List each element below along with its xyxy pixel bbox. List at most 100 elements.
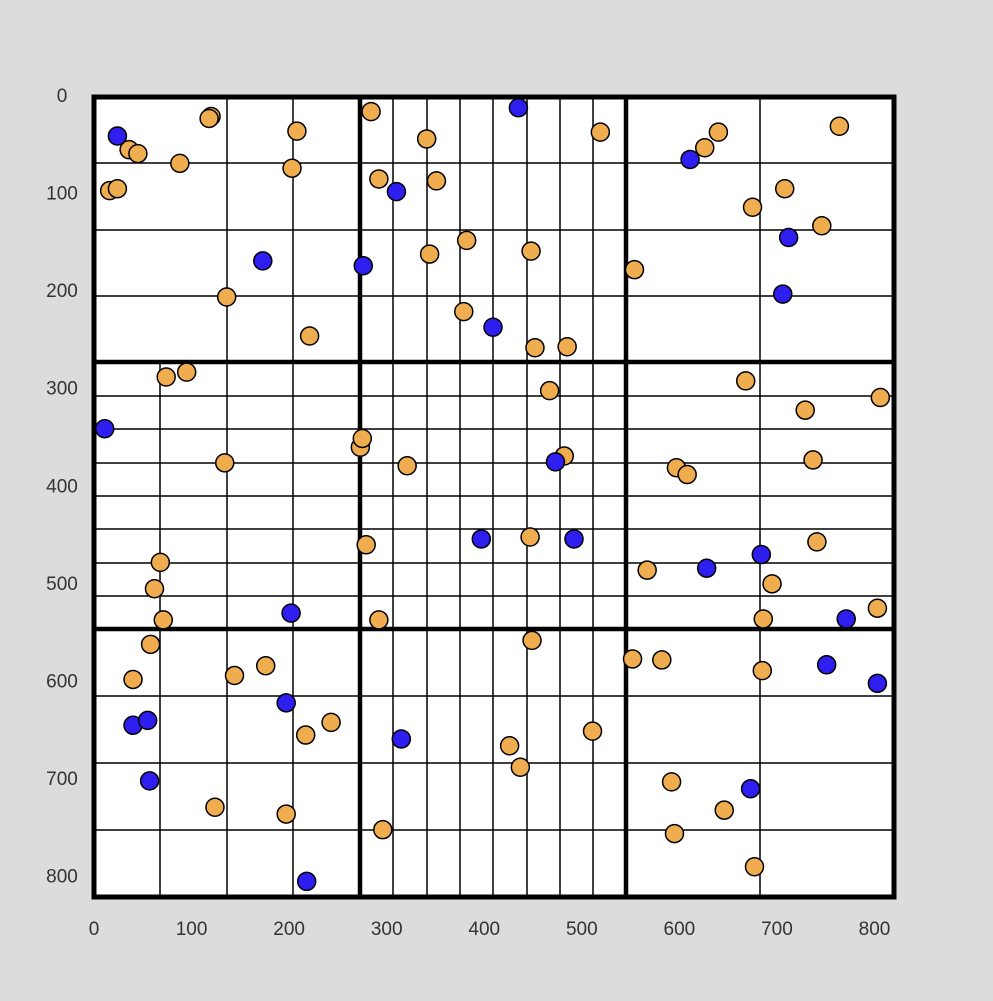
x-tick-label: 600 — [664, 919, 696, 940]
point — [299, 326, 320, 346]
point — [214, 453, 235, 473]
point — [137, 710, 158, 731]
point — [582, 721, 603, 741]
point — [321, 712, 341, 733]
x-tick-label: 800 — [859, 919, 891, 940]
point — [456, 230, 477, 251]
point — [622, 649, 643, 669]
point — [751, 544, 772, 565]
point — [361, 101, 381, 122]
point — [742, 197, 763, 217]
y-tick-label: 700 — [46, 769, 78, 790]
point — [499, 736, 520, 756]
point — [140, 634, 161, 655]
point — [276, 693, 296, 713]
point — [454, 301, 474, 322]
point — [829, 116, 850, 137]
point — [224, 665, 245, 686]
point — [522, 630, 542, 651]
point — [419, 244, 440, 264]
point — [205, 797, 225, 817]
point — [150, 552, 171, 573]
point — [664, 823, 685, 844]
plot-area — [94, 97, 894, 897]
point — [471, 529, 492, 549]
point — [416, 129, 437, 149]
point — [803, 450, 823, 470]
x-tick-label: 500 — [566, 919, 598, 940]
point — [714, 800, 734, 820]
point — [107, 178, 128, 199]
point — [795, 400, 815, 420]
point — [386, 181, 407, 202]
x-tick-label: 200 — [273, 919, 305, 940]
point — [807, 532, 827, 552]
point — [139, 771, 160, 791]
point — [176, 362, 197, 382]
point — [557, 337, 577, 357]
point — [740, 778, 761, 799]
point — [356, 535, 376, 555]
point — [107, 126, 128, 146]
point — [144, 578, 165, 599]
point — [774, 178, 795, 199]
point — [295, 725, 316, 745]
point — [762, 574, 782, 594]
point — [867, 673, 888, 694]
point — [521, 241, 541, 261]
point — [661, 772, 682, 792]
point — [836, 609, 856, 629]
point — [391, 729, 412, 749]
point — [752, 660, 773, 681]
y-tick-label: 800 — [46, 867, 78, 888]
y-tick-label: 100 — [46, 184, 78, 205]
point — [753, 609, 774, 629]
point — [508, 97, 529, 118]
point — [677, 464, 697, 485]
point — [353, 256, 374, 276]
point — [694, 137, 715, 158]
point — [253, 251, 273, 271]
point — [369, 610, 389, 630]
point — [564, 529, 584, 549]
point — [590, 122, 611, 142]
point — [216, 287, 237, 307]
point — [778, 227, 799, 248]
point — [426, 171, 447, 191]
y-tick-label: 500 — [46, 574, 78, 595]
point — [153, 610, 174, 630]
point — [483, 317, 503, 337]
point — [276, 804, 296, 824]
point — [624, 259, 645, 280]
y-tick-label: 400 — [46, 476, 78, 497]
point — [744, 857, 765, 877]
y-tick-label: 0 — [57, 86, 68, 107]
y-tick-label: 600 — [46, 671, 78, 692]
point — [369, 169, 389, 189]
point — [637, 560, 657, 580]
point — [816, 655, 837, 675]
point — [397, 456, 417, 476]
point — [287, 121, 307, 141]
point — [652, 650, 672, 670]
point — [696, 558, 717, 578]
point — [352, 428, 373, 449]
x-tick-label: 400 — [468, 919, 500, 940]
y-tick-label: 300 — [46, 379, 78, 400]
point — [812, 216, 832, 236]
point — [123, 669, 143, 690]
x-tick-label: 700 — [761, 919, 793, 940]
point — [525, 337, 545, 358]
point — [545, 452, 566, 472]
point — [773, 284, 793, 304]
point — [282, 158, 302, 178]
point — [680, 149, 700, 170]
point — [373, 819, 393, 840]
point — [708, 122, 729, 142]
point — [296, 871, 317, 892]
point — [156, 367, 176, 387]
point — [510, 757, 531, 777]
point — [128, 143, 148, 164]
point — [281, 603, 301, 623]
x-tick-label: 0 — [89, 919, 100, 940]
